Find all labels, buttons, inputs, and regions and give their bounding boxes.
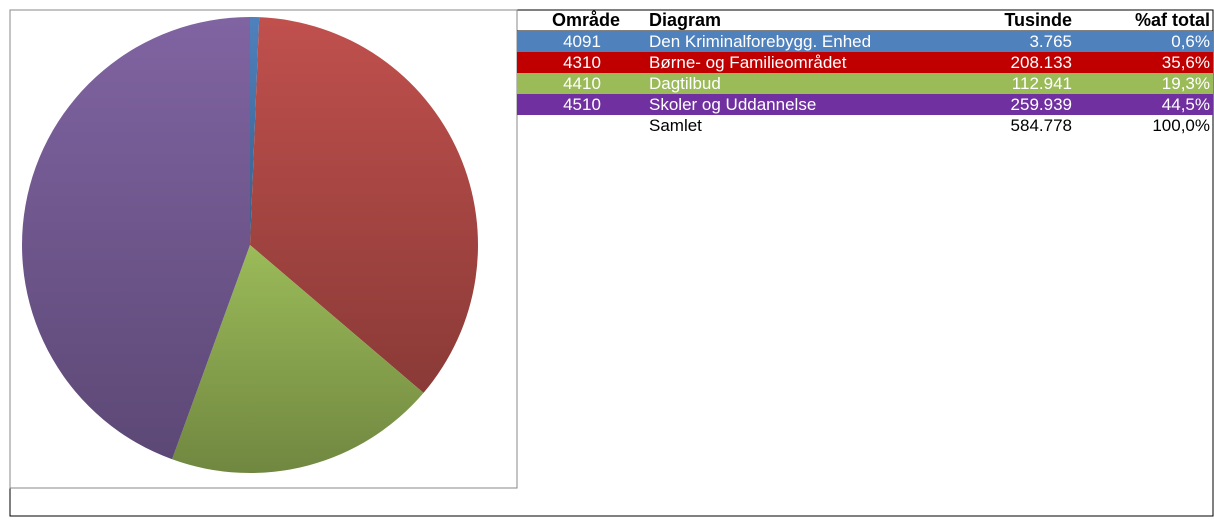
row-fill [517,52,1213,73]
share: 44,5% [1162,95,1210,114]
row-fill [517,31,1213,52]
pie-slice [250,17,479,393]
area-code: 4510 [563,95,601,114]
amount: 112.941 [1012,74,1072,93]
amount: 208.133 [1011,53,1072,72]
row-fill [517,73,1213,94]
total-label: Samlet [649,116,702,135]
pie-slice [21,16,250,460]
share: 19,3% [1162,74,1210,93]
column-header: %af total [1135,10,1210,30]
column-header: Område [552,10,620,30]
pie-slice [172,245,424,474]
pie-slice [250,17,260,245]
share: 0,6% [1171,32,1210,51]
amount: 3.765 [1029,32,1072,51]
area-code: 4410 [563,74,601,93]
amount: 259.939 [1011,95,1072,114]
row-fill [517,94,1213,115]
area-name: Børne- og Familieområdet [649,53,847,72]
total-share: 100,0% [1152,116,1210,135]
column-header: Tusinde [1004,10,1072,30]
area-name: Skoler og Uddannelse [649,95,816,114]
total-amount: 584.778 [1011,116,1072,135]
area-code: 4310 [563,53,601,72]
column-header: Diagram [649,10,721,30]
area-code: 4091 [563,32,601,51]
area-name: Den Kriminalforebygg. Enhed [649,32,871,51]
area-name: Dagtilbud [649,74,721,93]
share: 35,6% [1162,53,1210,72]
